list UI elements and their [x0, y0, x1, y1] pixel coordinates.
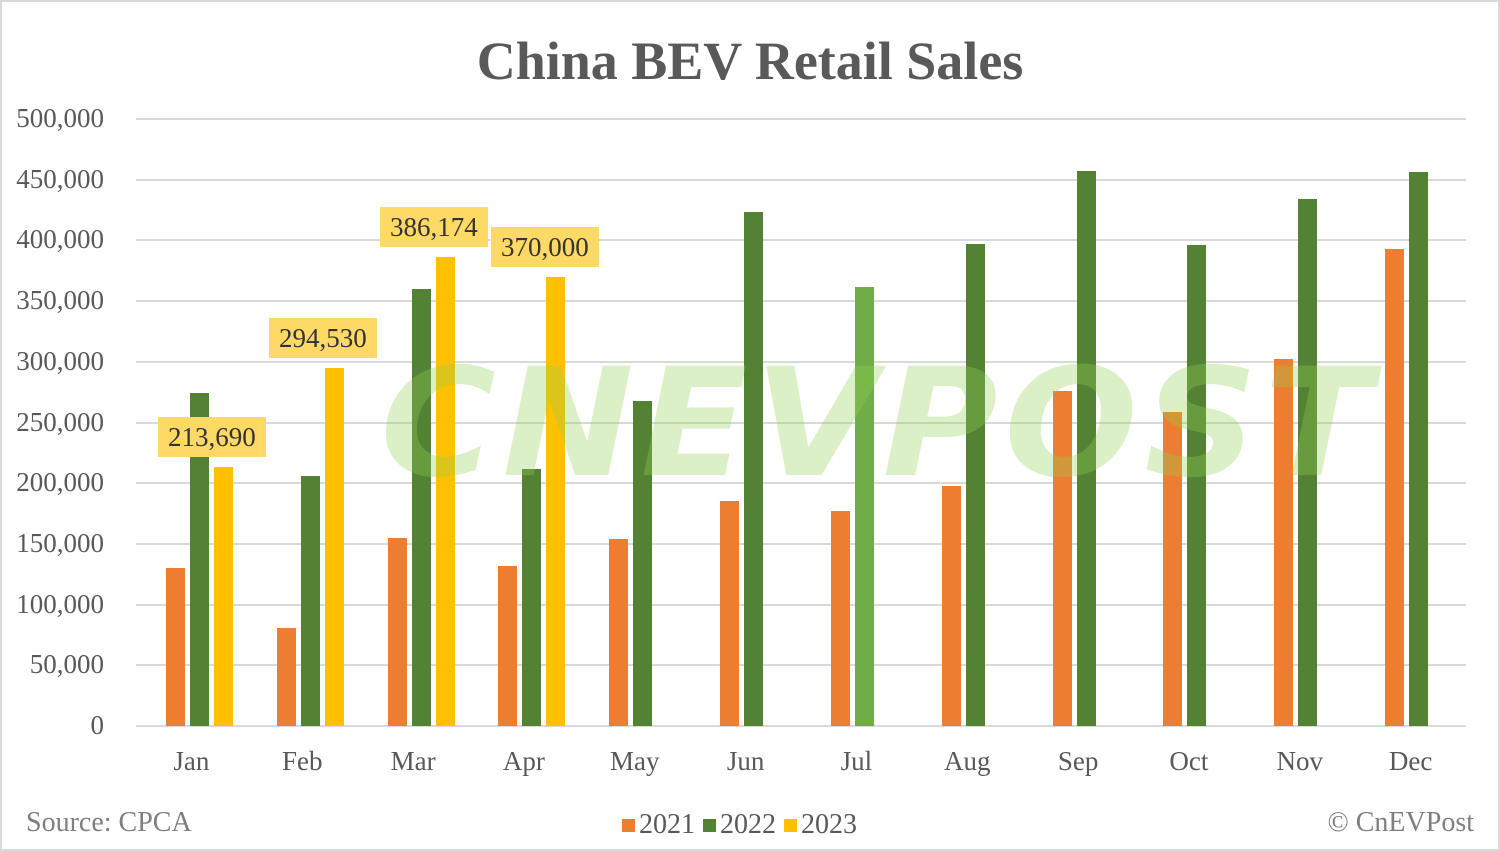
legend-swatch-icon — [622, 818, 635, 832]
bar-2022-jul — [854, 286, 874, 726]
x-tick-label: Dec — [1388, 746, 1433, 776]
bar-2021-dec — [1385, 248, 1405, 726]
legend: 2021 2022 2023 — [622, 808, 865, 842]
bar-2021-sep — [1052, 390, 1072, 726]
bar-2021-nov — [1274, 359, 1294, 726]
bar-2023-mar — [435, 257, 455, 726]
bar-2022-apr — [522, 468, 542, 726]
gridline — [136, 239, 1466, 242]
legend-label: 2023 — [801, 809, 857, 840]
gridline — [136, 482, 1466, 485]
gridline — [136, 603, 1466, 606]
y-tick-label: 250,000 — [16, 406, 104, 437]
y-tick-label: 50,000 — [29, 649, 104, 680]
legend-label: 2022 — [720, 809, 776, 840]
bar-2022-mar — [411, 288, 431, 726]
gridline — [136, 725, 1466, 727]
data-label-jan: 213,690 — [158, 417, 266, 457]
legend-item-2021: 2021 — [622, 808, 695, 842]
gridline — [136, 118, 1466, 120]
x-tick-label: Oct — [1169, 746, 1209, 776]
x-tick-label: Feb — [282, 746, 323, 776]
y-tick-label: 150,000 — [16, 527, 104, 558]
bar-2021-apr — [498, 565, 518, 726]
gridline — [136, 300, 1466, 303]
x-tick-label: Nov — [1276, 746, 1324, 776]
bar-2021-oct — [1163, 411, 1183, 726]
gridline — [136, 178, 1466, 181]
x-tick-label: Jan — [173, 746, 210, 776]
data-label-feb: 294,530 — [269, 318, 377, 358]
bar-2023-feb — [324, 368, 344, 726]
bar-2022-oct — [1187, 245, 1207, 726]
legend-item-2022: 2022 — [703, 808, 776, 842]
bar-2022-feb — [300, 475, 320, 726]
bar-2021-jan — [165, 568, 185, 726]
x-tick-label: Apr — [502, 746, 545, 776]
gridline — [136, 421, 1466, 424]
bar-2021-jun — [720, 501, 740, 726]
bar-2021-jul — [830, 511, 850, 726]
data-label-mar: 386,174 — [380, 207, 488, 247]
legend-label: 2021 — [639, 809, 695, 840]
legend-swatch-icon — [784, 818, 797, 832]
legend-item-2023: 2023 — [784, 808, 857, 842]
bar-2022-aug — [965, 244, 985, 726]
bar-2021-feb — [276, 627, 296, 726]
bar-2022-jan — [189, 393, 209, 726]
chart-title: China BEV Retail Sales — [476, 31, 1024, 91]
copyright-note: © CnEVPost — [1327, 807, 1474, 838]
bar-2022-nov — [1298, 199, 1318, 726]
x-tick-label: Mar — [390, 746, 436, 776]
bar-2021-may — [609, 539, 629, 726]
bar-2021-aug — [941, 485, 961, 726]
bar-2021-mar — [387, 537, 407, 726]
plot-area — [136, 118, 1466, 727]
x-tick-label: May — [610, 746, 660, 776]
x-tick-label: Jun — [726, 746, 765, 776]
y-tick-label: 500,000 — [16, 103, 104, 133]
y-tick-label: 200,000 — [16, 467, 104, 498]
bar-2022-jun — [744, 212, 764, 726]
bar-2023-jan — [213, 466, 233, 726]
gridline — [136, 664, 1466, 667]
bar-2022-may — [633, 400, 653, 726]
bar-2023-apr — [546, 276, 566, 726]
x-tick-label: Sep — [1057, 746, 1099, 776]
y-tick-label: 450,000 — [16, 163, 104, 194]
gridline — [136, 542, 1466, 545]
bar-2022-dec — [1409, 172, 1429, 726]
y-tick-label: 300,000 — [16, 345, 104, 376]
y-tick-label: 400,000 — [16, 224, 104, 255]
bar-2022-sep — [1076, 171, 1096, 726]
legend-swatch-icon — [703, 818, 716, 832]
y-tick-label: 350,000 — [16, 285, 104, 316]
x-tick-label: Aug — [944, 746, 991, 776]
gridline — [136, 360, 1466, 363]
y-tick-label: 100,000 — [16, 588, 104, 619]
source-note: Source: CPCA — [26, 807, 192, 838]
x-tick-label: Jul — [840, 746, 873, 776]
data-label-apr: 370,000 — [491, 227, 599, 267]
y-tick-label: 0 — [90, 710, 105, 740]
